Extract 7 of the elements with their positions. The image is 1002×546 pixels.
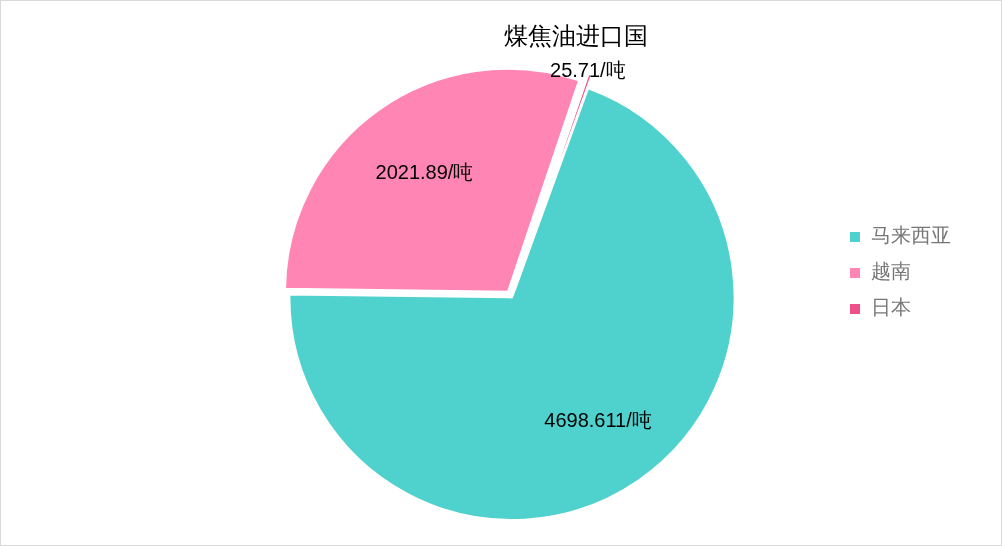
- chart-title: 煤焦油进口国: [504, 21, 648, 50]
- data-label: 25.71/吨: [550, 58, 626, 81]
- legend-label: 马来西亚: [871, 223, 951, 248]
- legend-label: 日本: [871, 295, 911, 320]
- legend-label: 越南: [871, 259, 911, 284]
- data-label: 2021.89/吨: [375, 161, 474, 184]
- data-label: 4698.611/吨: [544, 409, 652, 432]
